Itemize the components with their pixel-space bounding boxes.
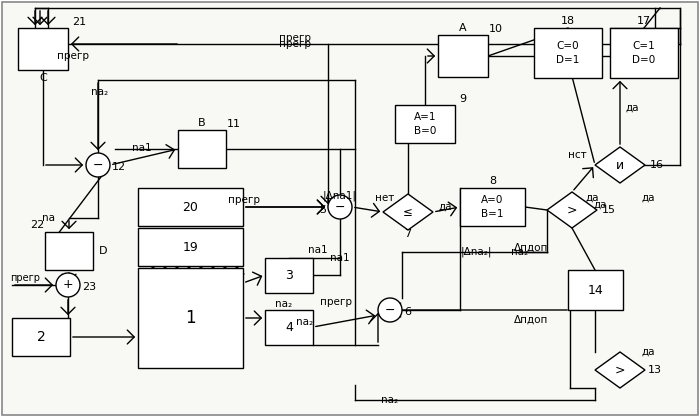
Bar <box>138 188 243 226</box>
Text: 6: 6 <box>404 307 411 317</box>
Circle shape <box>86 153 110 177</box>
Bar <box>138 268 243 368</box>
Bar <box>568 270 623 310</box>
Text: 5: 5 <box>319 205 326 215</box>
Text: nа₂: nа₂ <box>275 299 292 309</box>
Text: 10: 10 <box>489 24 503 34</box>
Text: −: − <box>335 201 345 214</box>
Text: A: A <box>459 23 467 33</box>
Text: Δпдоп: Δпдоп <box>514 243 548 253</box>
Text: 21: 21 <box>72 17 86 27</box>
Text: C=0
D=1: C=0 D=1 <box>556 41 580 65</box>
Text: 20: 20 <box>183 201 198 214</box>
Polygon shape <box>547 192 597 228</box>
Text: A=1
B=0: A=1 B=0 <box>414 113 436 136</box>
Text: прегр: прегр <box>228 195 260 205</box>
Text: 17: 17 <box>637 16 651 26</box>
Text: 2: 2 <box>36 330 46 344</box>
Text: прегр: прегр <box>279 39 311 49</box>
Text: да: да <box>438 202 452 212</box>
Text: да: да <box>641 347 654 357</box>
Text: nа₂: nа₂ <box>382 395 398 405</box>
Text: да: да <box>585 193 598 203</box>
Text: A=0
B=1: A=0 B=1 <box>482 196 504 219</box>
Text: прегр: прегр <box>57 51 89 61</box>
Text: ≤: ≤ <box>403 206 413 219</box>
Text: +: + <box>63 279 74 291</box>
Polygon shape <box>595 147 645 183</box>
Text: nа1: nа1 <box>132 143 152 153</box>
Text: nа₂: nа₂ <box>296 317 313 327</box>
Text: прегр: прегр <box>320 297 352 307</box>
Text: |Δnа1|: |Δnа1| <box>323 191 357 201</box>
Text: прегр: прегр <box>10 273 40 283</box>
Bar <box>18 28 68 70</box>
Text: 23: 23 <box>82 282 96 292</box>
Text: nа₂: nа₂ <box>92 87 108 97</box>
Text: nа1: nа1 <box>330 253 350 263</box>
Text: да: да <box>626 103 640 113</box>
Text: nа: nа <box>42 213 55 223</box>
Text: да: да <box>594 200 607 210</box>
Text: да: да <box>641 193 654 203</box>
Bar <box>395 105 455 143</box>
Bar <box>12 318 70 356</box>
Text: 11: 11 <box>227 119 241 129</box>
Bar <box>438 35 488 77</box>
Bar <box>265 310 313 345</box>
Bar <box>460 188 525 226</box>
Text: и: и <box>616 158 624 171</box>
Text: 14: 14 <box>587 284 603 296</box>
Text: прегр: прегр <box>279 33 311 43</box>
Circle shape <box>328 195 352 219</box>
Text: B: B <box>198 118 206 128</box>
Polygon shape <box>383 194 433 230</box>
Text: 13: 13 <box>648 365 662 375</box>
Text: 1: 1 <box>186 309 196 327</box>
Text: 9: 9 <box>459 94 467 104</box>
Text: nа₂: nа₂ <box>512 247 528 257</box>
Text: C: C <box>39 73 47 83</box>
Bar <box>265 258 313 293</box>
Text: 12: 12 <box>112 162 126 172</box>
Circle shape <box>56 273 80 297</box>
Text: 16: 16 <box>650 160 664 170</box>
Text: 3: 3 <box>285 269 293 282</box>
Text: Δпдоп: Δпдоп <box>514 315 548 325</box>
Text: −: − <box>385 304 396 317</box>
Text: >: > <box>567 203 577 216</box>
Bar <box>45 232 93 270</box>
Text: нет: нет <box>375 193 395 203</box>
Text: C=1
D=0: C=1 D=0 <box>632 41 656 65</box>
Text: 19: 19 <box>183 241 198 254</box>
Polygon shape <box>595 352 645 388</box>
Text: 15: 15 <box>602 205 616 215</box>
Text: 8: 8 <box>489 176 496 186</box>
Text: >: > <box>615 364 625 377</box>
Text: nа1: nа1 <box>308 245 328 255</box>
Bar <box>138 228 243 266</box>
Text: 7: 7 <box>405 229 412 239</box>
Text: −: − <box>92 158 104 171</box>
Text: 22: 22 <box>30 220 44 230</box>
Text: нст: нст <box>568 150 587 160</box>
Bar <box>178 130 226 168</box>
Bar <box>534 28 602 78</box>
Circle shape <box>378 298 402 322</box>
Text: D: D <box>99 246 108 256</box>
Text: |Δnа₂|: |Δnа₂| <box>461 247 491 257</box>
Bar <box>610 28 678 78</box>
Text: 18: 18 <box>561 16 575 26</box>
Text: 4: 4 <box>285 321 293 334</box>
